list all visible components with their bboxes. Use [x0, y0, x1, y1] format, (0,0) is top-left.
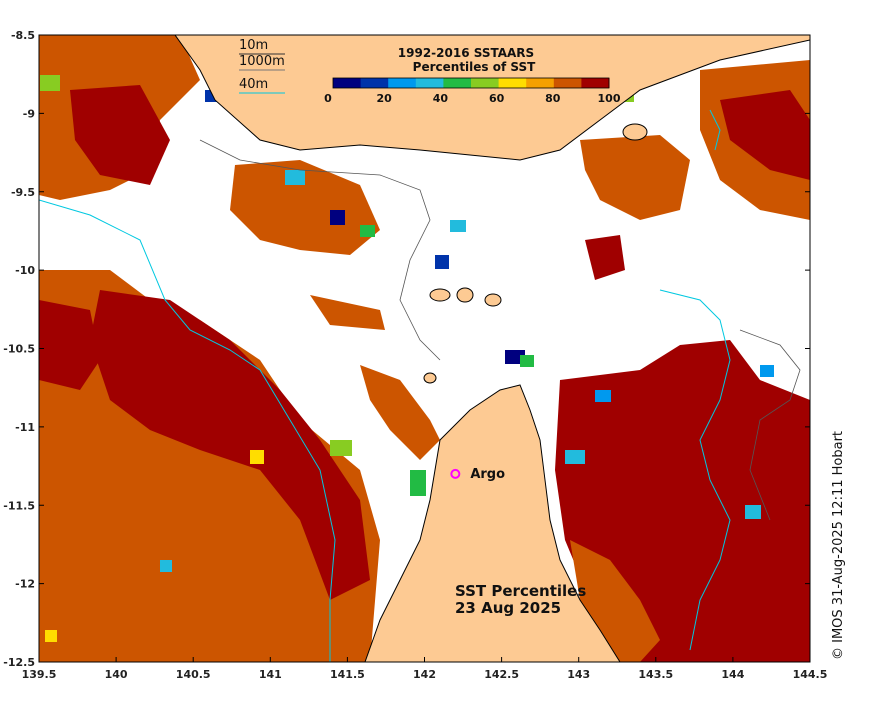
- y-tick-label: -9: [23, 107, 35, 120]
- map-date: 23 Aug 2025: [455, 599, 561, 617]
- colorbar-tick-label: 20: [377, 92, 393, 105]
- y-tick-label: -8.5: [11, 29, 35, 42]
- sst-region-southwest-dark: [90, 290, 370, 600]
- sst-region-northeast-dark: [720, 90, 810, 180]
- colorbar-cell: [333, 78, 362, 88]
- x-tick-label: 144: [721, 668, 744, 681]
- sst-region-central-strip2: [360, 365, 440, 460]
- colorbar-title-2: Percentiles of SST: [413, 60, 536, 74]
- x-tick-label: 142.5: [484, 668, 519, 681]
- contour-key-1000m: 1000m: [239, 54, 285, 69]
- colorbar-cell: [553, 78, 582, 88]
- sst-pixel: [160, 560, 172, 572]
- x-tick-label: 140: [105, 668, 128, 681]
- colorbar-cell: [498, 78, 527, 88]
- x-axis: 139.5 140 140.5 141 141.5 142 142.5 143 143.5 144…: [22, 657, 828, 681]
- colorbar-frame: [332, 77, 610, 89]
- x-tick-label: 140.5: [176, 668, 211, 681]
- colorbar-cell: [443, 78, 472, 88]
- y-tick-label: -11.5: [3, 499, 35, 512]
- sst-region-west-mid-dark: [39, 300, 100, 390]
- colorbar-cell: [581, 78, 610, 88]
- sst-pixel: [330, 210, 345, 225]
- contour-10m: [199, 139, 441, 361]
- sst-pixel: [40, 75, 60, 91]
- x-tick-label: 143.5: [638, 668, 673, 681]
- argo-float-marker[interactable]: [450, 468, 461, 479]
- colorbar-tick-label: 40: [433, 92, 449, 105]
- credit-text: © IMOS 31-Aug-2025 12:11 Hobart: [831, 431, 846, 660]
- sst-pixel: [565, 450, 585, 464]
- sst-pixel: [330, 440, 352, 456]
- y-tick-label: -10.5: [3, 343, 35, 356]
- y-tick-label: -12.5: [3, 656, 35, 669]
- contour-40m: [659, 289, 731, 651]
- island: [423, 372, 437, 384]
- sst-pixel: [45, 630, 57, 642]
- sst-region-central-dark: [585, 235, 625, 280]
- y-tick-label: -12: [15, 578, 35, 591]
- sst-pixel: [410, 470, 426, 496]
- colorbar-cell: [526, 78, 555, 88]
- land-cape-york: [364, 384, 621, 662]
- sst-pixel: [250, 450, 264, 464]
- contour-10m: [739, 329, 801, 521]
- y-tick-label: -11: [15, 421, 35, 434]
- argo-label: Argo: [470, 467, 505, 482]
- sst-pixel: [360, 225, 375, 237]
- colorbar-tick-label: 80: [545, 92, 561, 105]
- colorbar-tick-label: 0: [324, 92, 332, 105]
- island: [456, 287, 474, 303]
- colorbar-cell: [388, 78, 417, 88]
- colorbar-ticks: 0 20 40 60 80 100: [324, 92, 621, 105]
- x-tick-label: 141: [259, 668, 282, 681]
- contour-40m: [709, 109, 721, 151]
- colorbar-title-1: 1992-2016 SSTAARS: [398, 46, 534, 60]
- map-title: SST Percentiles: [455, 582, 586, 600]
- contour-40m: [39, 199, 336, 662]
- colorbar-tick-label: 60: [489, 92, 505, 105]
- sst-region-northcentral: [230, 160, 380, 255]
- sst-pixel: [450, 220, 466, 232]
- sst-region-central-strip: [310, 295, 385, 330]
- sst-percentile-field: [39, 35, 810, 662]
- contour-key-10m: 10m: [239, 38, 268, 53]
- x-tick-label: 142: [413, 668, 436, 681]
- sst-pixel: [760, 365, 774, 377]
- colorbar: 1992-2016 SSTAARS Percentiles of SST 0 20…: [324, 46, 621, 105]
- x-tick-label: 139.5: [22, 668, 57, 681]
- x-tick-label: 143: [567, 668, 590, 681]
- y-tick-label: -10: [15, 264, 35, 277]
- sst-region-west-dark: [70, 85, 170, 185]
- sst-region-east-patch: [580, 135, 690, 220]
- sst-pixel: [595, 390, 611, 402]
- island: [622, 123, 648, 141]
- sst-pixel: [435, 255, 449, 269]
- sst-pixel: [520, 355, 534, 367]
- colorbar-tick-label: 100: [598, 92, 621, 105]
- island: [484, 293, 502, 307]
- colorbar-cell: [471, 78, 500, 88]
- y-axis: -8.5 -9 -9.5 -10 -10.5 -11 -11.5 -12 -12.5: [3, 29, 810, 669]
- colorbar-cell: [415, 78, 444, 88]
- contour-legend: 10m 1000m 40m: [239, 38, 285, 94]
- x-tick-label: 141.5: [330, 668, 365, 681]
- sst-pixel: [745, 505, 761, 519]
- sst-pixel: [285, 170, 305, 185]
- x-tick-label: 144.5: [793, 668, 828, 681]
- y-tick-label: -9.5: [11, 186, 35, 199]
- colorbar-cell: [360, 78, 389, 88]
- colorbar-cells: [333, 78, 610, 88]
- land-new-guinea: [174, 35, 810, 161]
- island: [429, 288, 451, 302]
- contour-key-40m: 40m: [239, 77, 268, 92]
